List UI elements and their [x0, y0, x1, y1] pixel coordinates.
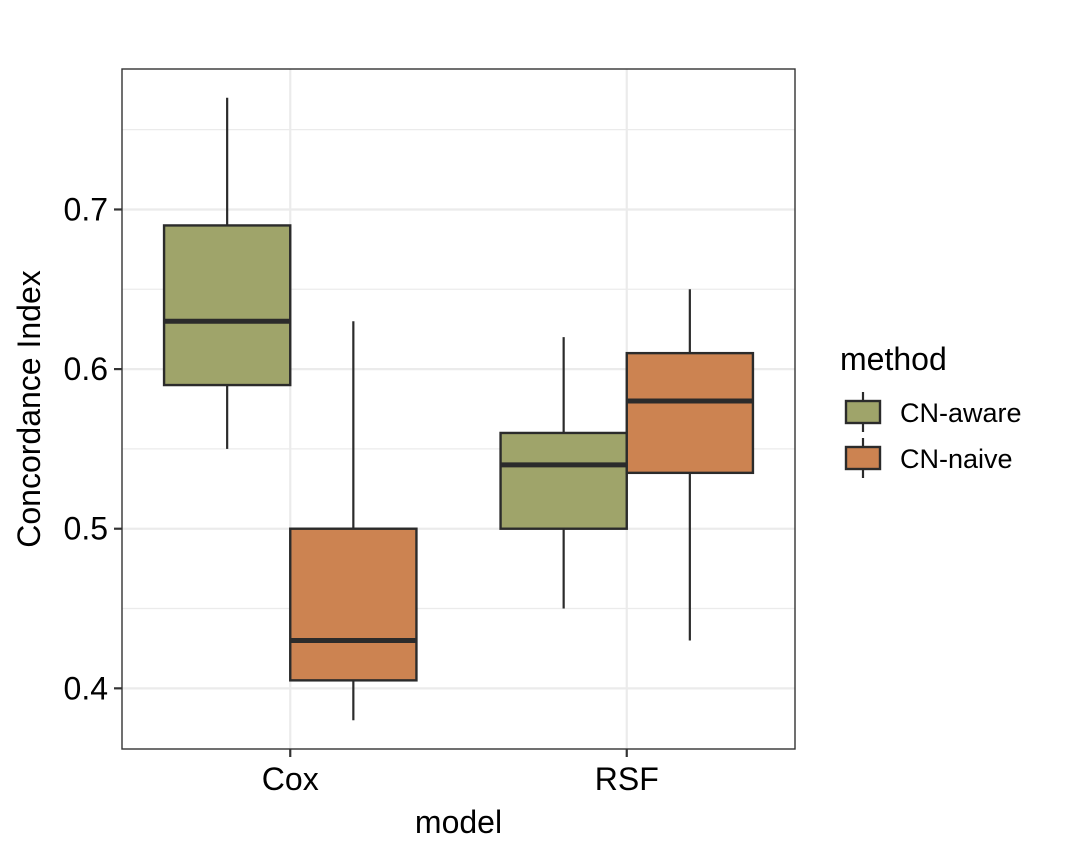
legend-label: CN-naive [900, 444, 1013, 474]
x-tick-label: RSF [595, 761, 659, 797]
boxes [162, 97, 755, 721]
panel-border [121, 68, 796, 750]
legend-label: CN-aware [900, 398, 1022, 428]
x-axis-title: model [415, 804, 502, 840]
box-iqr [289, 527, 418, 682]
x-tick-labels: Cox RSF [262, 761, 659, 797]
axis-ticks [114, 208, 628, 757]
box-iqr [625, 351, 755, 475]
legend-key-swatch [844, 399, 882, 425]
legend-key-swatch [844, 445, 882, 471]
legend-title: method [840, 341, 947, 377]
y-tick-label: 0.4 [64, 670, 108, 706]
box-cn-naive-rsf [625, 289, 755, 641]
legend-item-cn-aware: CN-aware [844, 392, 1022, 432]
legend-items: CN-aware CN-naive [844, 392, 1022, 478]
y-tick-label: 0.6 [64, 351, 108, 387]
legend-item-cn-naive: CN-naive [844, 438, 1013, 478]
box-iqr [499, 431, 628, 530]
y-tick-label: 0.7 [64, 191, 108, 227]
y-tick-labels: 0.4 0.5 0.6 0.7 [64, 191, 108, 706]
legend: method CN-aware CN-naive [840, 341, 1022, 478]
box-iqr [162, 224, 292, 387]
y-tick-label: 0.5 [64, 511, 108, 547]
box-cn-naive-cox [289, 321, 418, 721]
box-cn-aware-rsf [499, 337, 628, 609]
x-tick-label: Cox [262, 761, 319, 797]
y-axis-title: Concordance Index [11, 270, 47, 548]
box-cn-aware-cox [162, 97, 292, 449]
